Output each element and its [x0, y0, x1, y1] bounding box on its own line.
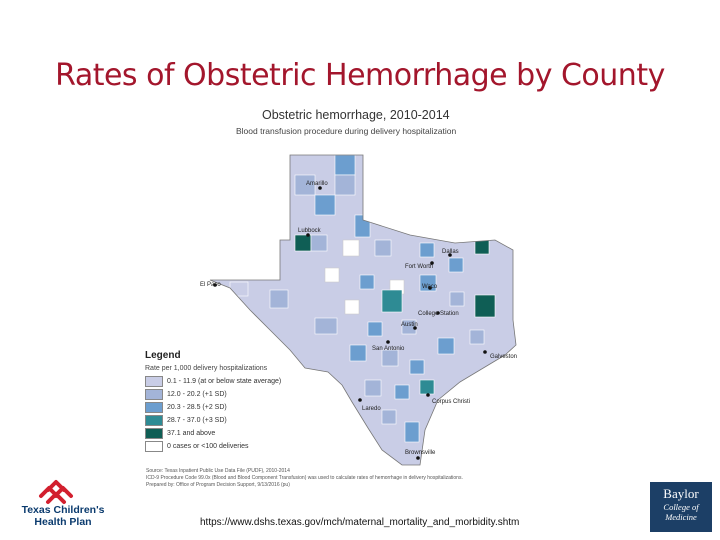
slide-title: Rates of Obstetric Hemorrhage by County: [55, 58, 665, 93]
tch-logo-text: Texas Children's Health Plan: [8, 504, 118, 528]
legend-swatch: [145, 428, 163, 439]
legend-item: 0 cases or <100 deliveries: [145, 440, 305, 453]
legend-title: Legend: [145, 350, 181, 361]
legend-swatch: [145, 415, 163, 426]
legend-caption: Rate per 1,000 delivery hospitalizations: [145, 365, 268, 372]
city-label-fort-worth: Fort Worth: [405, 264, 433, 270]
city-label-austin: Austin: [401, 322, 418, 328]
legend-label: 12.0 - 20.2 (+1 SD): [167, 391, 227, 398]
legend-item: 12.0 - 20.2 (+1 SD): [145, 388, 305, 401]
legend-label: 28.7 - 37.0 (+3 SD): [167, 417, 227, 424]
texas-county-map: Amarillo Lubbock El Paso Dallas Fort Wor…: [200, 154, 517, 466]
source-line-1: Source: Texas Inpatient Public Use Data …: [146, 468, 290, 474]
city-label-lubbock: Lubbock: [298, 228, 322, 234]
legend-item: 0.1 - 11.9 (at or below state average): [145, 375, 305, 388]
legend-label: 0 cases or <100 deliveries: [167, 443, 249, 450]
legend-item: 37.1 and above: [145, 427, 305, 440]
map-subtitle: Blood transfusion procedure during deliv…: [236, 126, 457, 136]
legend-swatch: [145, 376, 163, 387]
legend-label: 20.3 - 28.5 (+2 SD): [167, 404, 227, 411]
city-label-el-paso: El Paso: [200, 282, 221, 288]
city-label-corpus-christi: Corpus Christi: [432, 399, 470, 405]
city-label-laredo: Laredo: [362, 406, 381, 412]
source-url: https://www.dshs.texas.gov/mch/maternal_…: [200, 517, 520, 528]
legend-item: 20.3 - 28.5 (+2 SD): [145, 401, 305, 414]
city-label-amarillo: Amarillo: [306, 181, 328, 187]
city-label-dallas: Dallas: [442, 249, 459, 255]
tch-line-2: Health Plan: [34, 516, 92, 528]
map-title: Obstetric hemorrhage, 2010-2014: [262, 108, 450, 122]
baylor-logo: Baylor College of Medicine: [650, 482, 712, 532]
legend-swatch: [145, 441, 163, 452]
legend-swatch: [145, 389, 163, 400]
map-source-note: Source: Texas Inpatient Public Use Data …: [146, 468, 526, 489]
source-line-2: ICD-9 Procedure Code 99.0x (Blood and Bl…: [146, 475, 463, 481]
legend-swatch: [145, 402, 163, 413]
city-markers: Amarillo Lubbock El Paso Dallas Fort Wor…: [200, 181, 517, 460]
baylor-line-3: Medicine: [665, 512, 697, 522]
legend-item: 28.7 - 37.0 (+3 SD): [145, 414, 305, 427]
source-line-3: Prepared by: Office of Program Decision …: [146, 482, 290, 488]
city-label-galveston: Galveston: [490, 354, 517, 360]
tch-star-icon: [39, 480, 73, 504]
city-label-waco: Waco: [422, 284, 438, 290]
baylor-line-2: College of: [663, 502, 699, 512]
map-legend: Legend Rate per 1,000 delivery hospitali…: [145, 350, 305, 453]
city-label-college-station: College Station: [418, 311, 459, 317]
baylor-line-1: Baylor: [663, 486, 699, 501]
legend-label: 0.1 - 11.9 (at or below state average): [167, 378, 282, 385]
legend-label: 37.1 and above: [167, 430, 216, 437]
city-label-brownsville: Brownsville: [405, 450, 436, 456]
city-label-san-antonio: San Antonio: [372, 346, 405, 352]
tch-line-1: Texas Children's: [21, 504, 105, 516]
